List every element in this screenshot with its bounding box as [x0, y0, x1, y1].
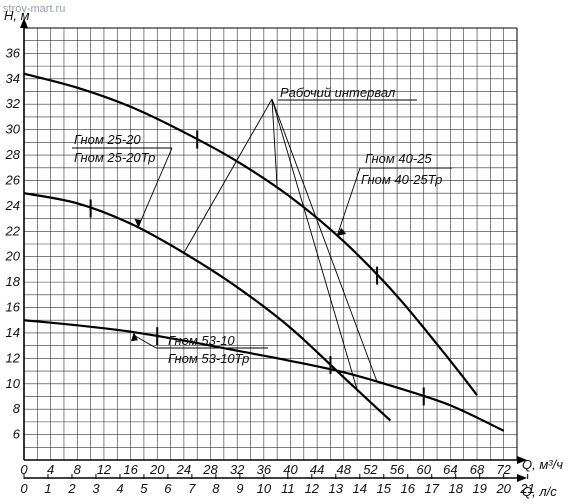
x2-tick-label: 7: [188, 481, 196, 496]
y-tick-label: 16: [6, 300, 21, 315]
x-tick-label: 56: [390, 462, 405, 477]
interval-marks: [89, 130, 425, 406]
y-tick-label: 14: [6, 325, 20, 340]
x-tick-label: 36: [257, 462, 272, 477]
y-tick-label: 8: [13, 401, 21, 416]
grid: [24, 28, 517, 460]
y-tick-label: 28: [5, 147, 21, 162]
series-label-40-25tr: Гном 40-25Тр: [361, 172, 442, 187]
y-tick-label: 12: [6, 350, 21, 365]
x2-tick-label: 2: [67, 481, 76, 496]
x-tick-label: 68: [470, 462, 485, 477]
y-tick-label: 36: [6, 45, 21, 60]
x-tick-label: 28: [202, 462, 218, 477]
axes: [20, 18, 527, 482]
y-tick-label: 18: [6, 274, 21, 289]
x-tick-label: 4: [47, 462, 54, 477]
x2-axis-arrow: [517, 474, 527, 482]
x2-tick-label: 5: [140, 481, 148, 496]
leader-line: [271, 98, 278, 189]
x2-tick-label: 1: [44, 481, 51, 496]
x2-tick-labels: 0 1 2 3 4 5 6 7 8 9 10 11 12 13 14 15 16 17 18 19 20 21: [20, 474, 535, 496]
x2-tick-label: 16: [401, 481, 416, 496]
y-tick-label: 30: [6, 122, 21, 137]
y-tick-label: 26: [5, 172, 21, 187]
x2-tick-label: 4: [116, 481, 123, 496]
x2-tick-label: 14: [353, 481, 367, 496]
x-tick-label: 0: [20, 462, 28, 477]
x-tick-label: 52: [363, 462, 378, 477]
y-tick-labels: 6 8 10 12 14 16 18 20 22 24 26 28 30 32 34 36: [5, 45, 21, 441]
series-label-53-10: Гном 53-10: [168, 333, 235, 348]
label-leader-25-20: [138, 147, 173, 227]
x-tick-label: 64: [443, 462, 457, 477]
y-tick-label: 22: [5, 223, 21, 238]
y-tick-label: 6: [13, 427, 21, 442]
x2-tick-label: 3: [92, 481, 100, 496]
y-tick-label: 20: [5, 249, 21, 264]
label-leader-40-25: [336, 167, 361, 237]
x-tick-label: 44: [310, 462, 324, 477]
leader-lines: [72, 98, 452, 390]
x2-tick-label: 19: [472, 481, 486, 496]
x2-tick-label: 10: [257, 481, 272, 496]
y-tick-label: 10: [6, 376, 21, 391]
x-tick-label: 12: [97, 462, 112, 477]
series-label-53-10tr: Гном 53-10Тр: [168, 351, 249, 366]
x2-tick-label: 18: [448, 481, 463, 496]
y-tick-label: 32: [6, 96, 21, 111]
y-axis-arrow: [20, 18, 28, 28]
x2-tick-label: 13: [329, 481, 344, 496]
series-label-25-20: Гном 25-20: [74, 132, 141, 147]
x2-tick-label: 0: [20, 481, 28, 496]
x-tick-label: 60: [416, 462, 431, 477]
y-axis-label: H, м: [4, 8, 30, 23]
x-tick-labels: 0 4 8 12 16 20 24 28 32 36 40 44 48 52 56 60 64 68 72: [20, 462, 511, 477]
x-tick-label: 32: [230, 462, 245, 477]
x-axis-arrow: [517, 456, 527, 464]
x2-tick-label: 9: [236, 481, 243, 496]
leader-line: [271, 98, 378, 383]
x2-tick-label: 15: [377, 481, 392, 496]
x2-tick-label: 17: [424, 481, 439, 496]
x-tick-label: 8: [74, 462, 82, 477]
series-line-1: [23, 192, 392, 422]
leader-line: [183, 98, 273, 254]
x-tick-label: 24: [176, 462, 191, 477]
label-arrow-40-25: [337, 227, 347, 236]
x-axis-label: Q, м³/ч: [522, 457, 563, 472]
series-line-0: [23, 72, 478, 396]
x2-axis-label: Q, л/с: [522, 484, 557, 499]
label-leader-53-10: [133, 334, 157, 349]
leader-line: [271, 98, 358, 390]
y-tick-label: 34: [6, 71, 20, 86]
series-label-25-20tr: Гном 25-20Тр: [74, 150, 155, 165]
x2-tick-label: 6: [164, 481, 172, 496]
label-arrow-53-10: [130, 332, 138, 342]
annotation-working-interval: Рабочий интервал: [280, 85, 396, 100]
x-tick-label: 40: [283, 462, 298, 477]
x-tick-label: 16: [123, 462, 138, 477]
label-arrow-25-20: [134, 219, 142, 229]
x2-tick-label: 12: [305, 481, 320, 496]
x-tick-label: 72: [496, 462, 511, 477]
x-tick-label: 20: [149, 462, 165, 477]
x-tick-label: 48: [337, 462, 352, 477]
y-tick-label: 24: [5, 198, 20, 213]
series-label-40-25: Гном 40-25: [365, 151, 432, 166]
x2-tick-label: 20: [495, 481, 511, 496]
x2-tick-label: 8: [212, 481, 220, 496]
x2-tick-label: 21: [519, 481, 534, 496]
x2-tick-label: 11: [281, 481, 295, 496]
watermark: stroy-mart.ru: [3, 3, 65, 15]
